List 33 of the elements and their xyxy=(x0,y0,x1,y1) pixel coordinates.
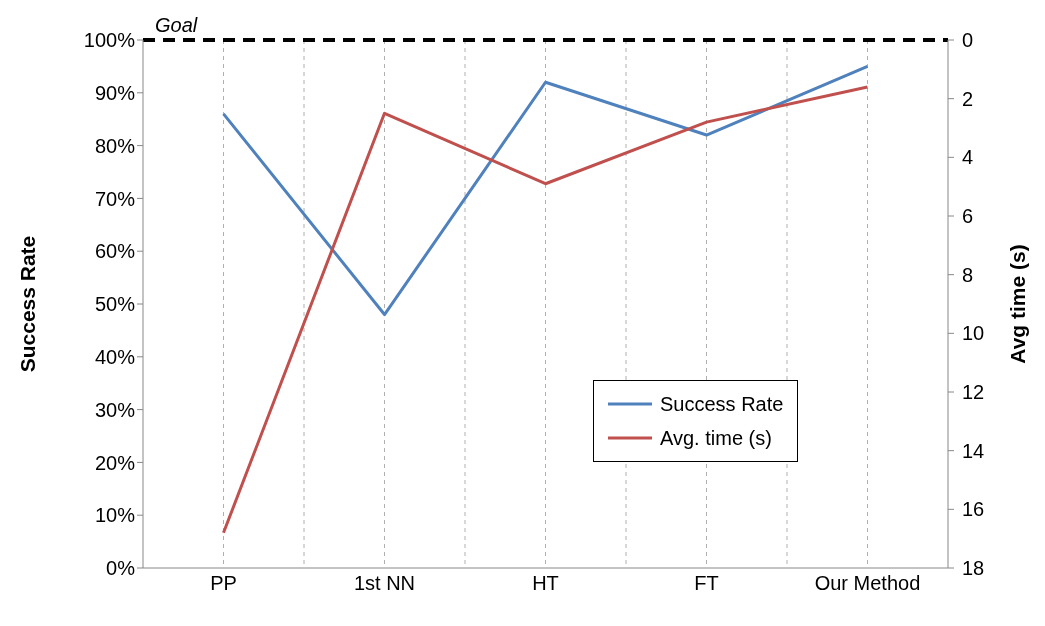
x-tick-label: HT xyxy=(532,572,559,595)
x-tick-label: 1st NN xyxy=(353,572,416,595)
y-tick-label: 50% xyxy=(94,293,136,316)
line-series xyxy=(222,85,869,535)
y2-tick-label: 2 xyxy=(962,87,974,110)
y-tick-label: 20% xyxy=(94,451,136,474)
y-tick-label: 10% xyxy=(94,504,136,527)
legend-label: Avg. time (s) xyxy=(660,426,772,451)
y-tick-label: 100% xyxy=(83,29,136,52)
y2-axis-title: Avg time (s) xyxy=(1006,244,1030,364)
y-tick-label: 0% xyxy=(106,557,136,580)
y2-tick-label: 0 xyxy=(962,29,974,51)
y2-tick-label: 8 xyxy=(962,263,974,286)
x-tick-label: PP xyxy=(210,572,237,595)
y-tick-label: 30% xyxy=(94,398,136,421)
line-series xyxy=(222,64,869,317)
y-tick-label: 80% xyxy=(94,134,136,157)
y-tick-label: 90% xyxy=(94,81,136,104)
y-axis-title: Success Rate xyxy=(16,235,40,373)
y2-tick-label: 18 xyxy=(962,557,985,579)
ref-line-label: Goal xyxy=(155,14,198,36)
x-tick-label: Our Method xyxy=(814,572,921,595)
y2-tick-label: 10 xyxy=(962,322,985,345)
y2-tick-label: 12 xyxy=(962,381,985,403)
x-tick-label: FT xyxy=(694,572,719,595)
y2-tick-label: 6 xyxy=(962,205,974,227)
y-tick-label: 70% xyxy=(94,187,136,210)
y-tick-label: 40% xyxy=(94,345,136,368)
y2-tick-label: 16 xyxy=(962,498,985,521)
legend-label: Success Rate xyxy=(660,392,784,417)
y-tick-label: 60% xyxy=(94,240,136,263)
y2-tick-label: 14 xyxy=(962,439,985,462)
y2-tick-label: 4 xyxy=(962,146,974,169)
